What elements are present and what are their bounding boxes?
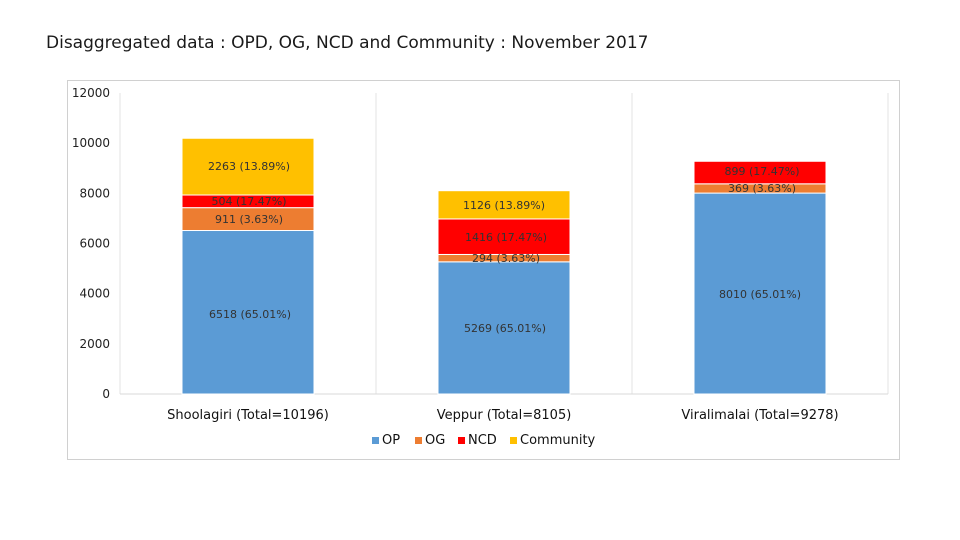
bar-segment-community [437, 190, 571, 220]
data-label: 1126 (13.89%) [463, 199, 545, 212]
y-tick-label: 2000 [79, 337, 110, 351]
data-label: 6518 (65.01%) [209, 308, 291, 321]
x-category-label: Veppur (Total=8105) [437, 408, 572, 423]
data-label: 8010 (65.01%) [719, 288, 801, 301]
bar-segment-op [693, 192, 827, 395]
data-label: 5269 (65.01%) [464, 322, 546, 335]
data-label: 294 (3.63%) [472, 252, 540, 265]
legend-label: OG [425, 433, 445, 448]
y-tick-label: 12000 [72, 86, 110, 100]
bar-segment-ncd [693, 160, 827, 185]
legend-swatch-community [510, 437, 517, 444]
y-tick-label: 6000 [79, 237, 110, 251]
y-tick-label: 8000 [79, 186, 110, 200]
data-label: 1416 (17.47%) [465, 231, 547, 244]
y-tick-label: 10000 [72, 136, 110, 150]
legend-swatch-ncd [458, 437, 465, 444]
bar-segment-ncd [437, 218, 571, 255]
data-label: 504 (17.47%) [211, 195, 286, 208]
data-label: 899 (17.47%) [724, 165, 799, 178]
page-title: Disaggregated data : OPD, OG, NCD and Co… [46, 33, 649, 53]
legend-label: NCD [468, 433, 497, 448]
x-category-label: Viralimalai (Total=9278) [681, 408, 838, 423]
data-label: 911 (3.63%) [215, 213, 283, 226]
legend-label: OP [382, 433, 400, 448]
legend-swatch-og [415, 437, 422, 444]
bar-segment-community [181, 137, 315, 196]
data-label: 369 (3.63%) [728, 182, 796, 195]
y-tick-label: 4000 [79, 287, 110, 301]
data-label: 2263 (13.89%) [208, 160, 290, 173]
bar-segment-op [181, 230, 315, 395]
legend-label: Community [520, 433, 596, 448]
y-tick-label: 0 [102, 387, 110, 401]
legend-swatch-op [372, 437, 379, 444]
bar-segment-op [437, 261, 571, 395]
x-category-label: Shoolagiri (Total=10196) [167, 408, 329, 423]
